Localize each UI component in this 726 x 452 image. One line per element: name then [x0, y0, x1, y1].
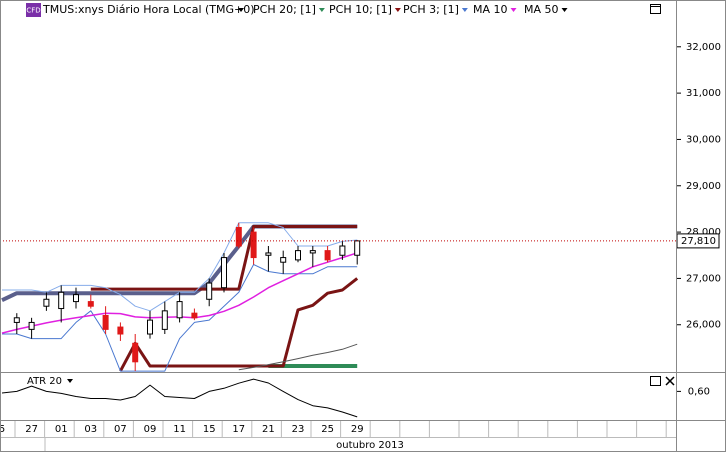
x-tick-label: 09 [144, 424, 157, 435]
candle-body [280, 257, 287, 263]
x-tick-label: 11 [173, 424, 186, 435]
candle-body [102, 314, 109, 330]
current-price-label: 27,810 [681, 236, 716, 247]
x-tick-label: 15 [203, 424, 216, 435]
candle-body [13, 317, 20, 323]
main-plot [1, 222, 361, 372]
candle-body [147, 319, 153, 335]
legend-entry[interactable]: MA 50 [524, 3, 559, 16]
dropdown-arrow [461, 8, 468, 12]
candle-body [354, 240, 361, 256]
x-tick-label: 29 [351, 424, 364, 435]
candle-body [176, 301, 183, 319]
dropdown-arrow [510, 8, 517, 12]
candle-body [43, 298, 50, 307]
channel-lower [119, 277, 359, 372]
candle-body [250, 231, 257, 259]
cfd-badge-text: CFD [26, 7, 40, 15]
x-tick-label: 01 [55, 424, 68, 435]
candle-body [235, 226, 242, 247]
candle-body [73, 294, 79, 303]
legend-entry[interactable]: MA 10 [473, 3, 508, 16]
x-tick-label: 21 [262, 424, 275, 435]
legend: PCH 20; [1] PCH 10; [1] PCH 3; [1] MA 10 MA … [253, 3, 568, 16]
x-tick-label: 5 [0, 424, 5, 435]
legend-entry[interactable]: PCH 3; [1] [403, 3, 459, 16]
y-tick-label: 26,000 [686, 320, 721, 331]
maximize-button[interactable] [650, 376, 661, 386]
atr-line [1, 378, 358, 418]
legend-entry[interactable]: PCH 10; [1] [329, 3, 392, 16]
legend-entry[interactable]: PCH 20; [1] [253, 3, 316, 16]
y-tick-label: 27,000 [686, 273, 721, 284]
y-tick-label: 28,000 [686, 227, 721, 238]
y-tick-label: 30,000 [686, 134, 721, 145]
candle-body [132, 342, 139, 363]
y-tick-label: 29,000 [686, 181, 721, 192]
axes: 26,000 27,000 28,000 29,000 30,000 31,000 32,0… [0, 42, 721, 452]
candle-body [309, 250, 316, 254]
candle-body [221, 257, 227, 289]
maximize-button[interactable] [650, 4, 661, 14]
atr-plot [1, 378, 358, 418]
atr-label[interactable]: ATR 20 [27, 376, 62, 387]
x-axis-month: outubro 2013 [336, 440, 404, 451]
x-tick-label: 27 [25, 424, 38, 435]
cfd-badge [26, 3, 41, 17]
dropdown-arrow [318, 8, 325, 12]
dropdown-arrow [394, 8, 401, 12]
candle-body [339, 245, 346, 256]
candle-body [265, 252, 272, 256]
dropdown-arrow[interactable] [67, 379, 73, 383]
y-tick-label: 31,000 [686, 88, 721, 99]
candle-body [191, 312, 198, 319]
x-tick-label: 17 [232, 424, 245, 435]
candle-body [58, 291, 65, 310]
candle-body [295, 250, 301, 261]
x-tick-label: 25 [321, 424, 334, 435]
y-tick-label: 0,60 [688, 386, 710, 397]
candle-body [206, 282, 213, 300]
dropdown-arrow [561, 8, 568, 12]
x-tick-label: 23 [292, 424, 305, 435]
dropdown-arrow[interactable] [238, 8, 244, 12]
x-tick-label: 07 [114, 424, 127, 435]
candle-body [324, 250, 331, 261]
candle-body [87, 301, 94, 307]
close-button[interactable] [665, 376, 675, 386]
candle-body [28, 321, 35, 330]
candle-body [117, 326, 124, 335]
candle-body [161, 310, 168, 330]
y-tick-label: 32,000 [686, 42, 721, 53]
chart-title[interactable]: TMUS:xnys Diário Hora Local (TMG+0) [42, 3, 255, 16]
x-tick-label: 03 [84, 424, 97, 435]
moving-average [238, 343, 358, 371]
